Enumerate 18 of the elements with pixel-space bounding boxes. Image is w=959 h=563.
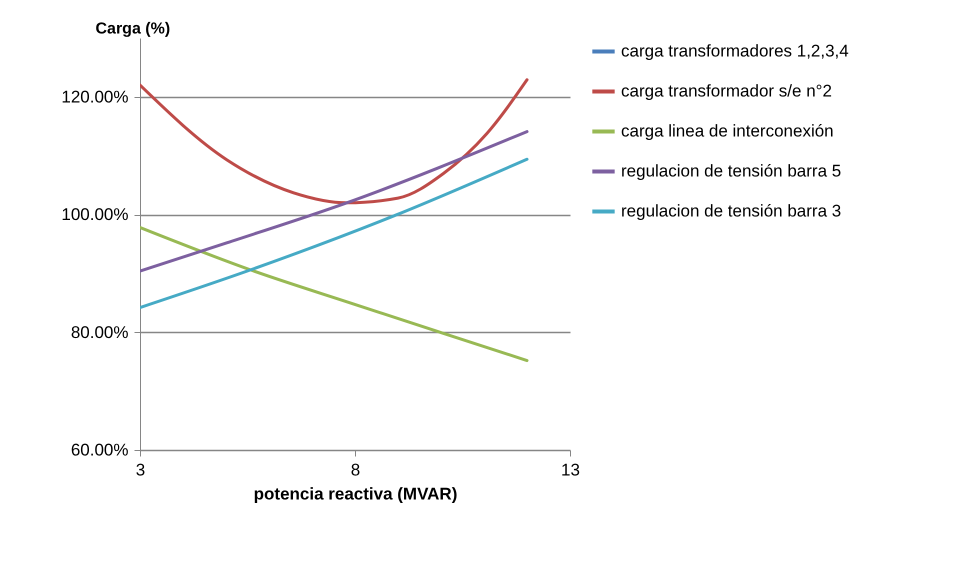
y-tick-label: 60.00% [70, 440, 128, 460]
y-tick-label: 80.00% [70, 322, 128, 342]
y-tick-label: 120.00% [61, 87, 128, 106]
x-axis-title: potencia reactiva (MVAR) [254, 484, 458, 504]
line-series [140, 78, 528, 204]
legend-label: carga transformador s/e n°2 [621, 82, 832, 100]
line-series [140, 130, 528, 273]
legend-label: carga transformadores 1,2,3,4 [621, 42, 849, 60]
y-tick-label: 100.00% [61, 205, 128, 224]
x-tick-label: 8 [350, 460, 360, 480]
x-tick-label: 13 [561, 460, 580, 480]
legend-label: regulacion de tensión barra 5 [621, 162, 842, 180]
legend-label: carga linea de interconexión [621, 122, 834, 140]
line-series [140, 226, 528, 362]
x-tick-label: 3 [136, 460, 146, 480]
legend-label: regulacion de tensión barra 3 [621, 202, 842, 220]
y-axis-title: Carga (%) [96, 20, 170, 38]
line-series [140, 158, 528, 310]
